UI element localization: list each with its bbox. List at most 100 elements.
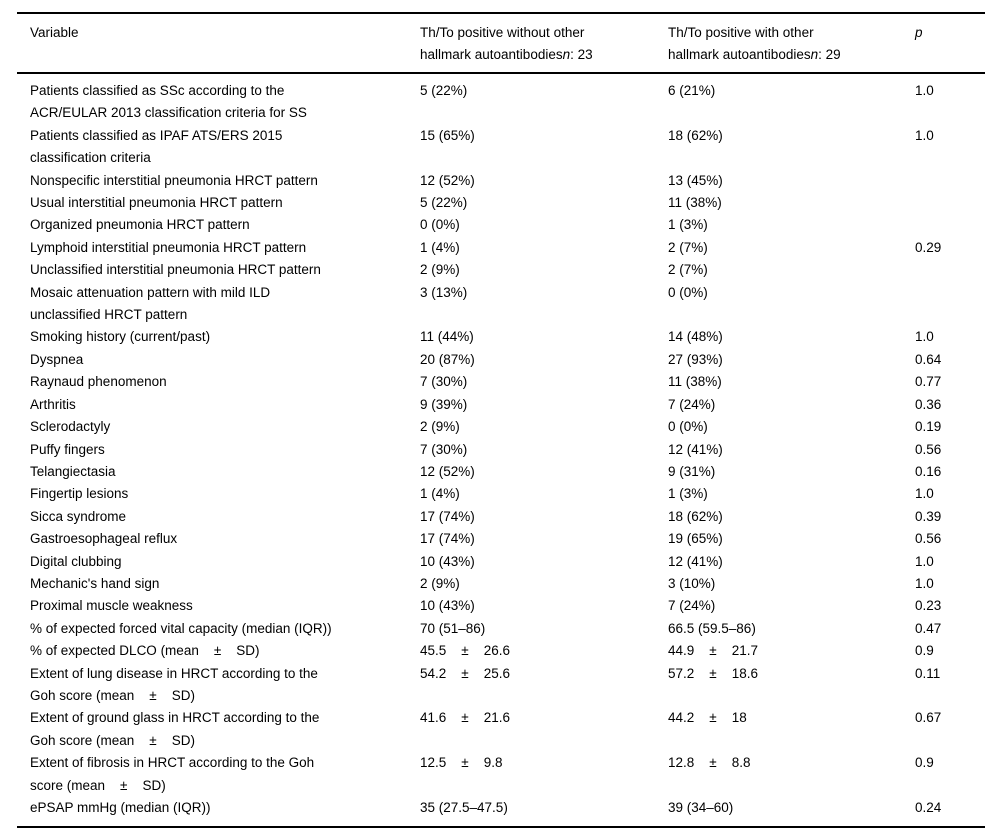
- header-group-with: Th/To positive with other hallmark autoan…: [668, 13, 915, 74]
- p-value-cell: 0.11: [915, 665, 941, 681]
- group1-value-cell: 41.6 ± 21.6: [420, 710, 510, 726]
- group1-value-cell: 3 (13%): [420, 284, 468, 300]
- group1-value-cell: 2 (9%): [420, 575, 460, 591]
- group1-value-cell: 0 (0%): [420, 217, 460, 233]
- variable-cell: Puffy fingers: [30, 441, 105, 457]
- table-header-row: Variable Th/To positive without other hal…: [17, 13, 985, 74]
- table-row: Raynaud phenomenon 7 (30%) 11 (38%) 0.77: [17, 371, 985, 393]
- table-row: Gastroesophageal reflux 17 (74%) 19 (65%…: [17, 528, 985, 550]
- group1-value-cell: 12 (52%): [420, 463, 475, 479]
- n-symbol: n: [810, 47, 819, 62]
- group2-value-cell: 9 (31%): [668, 463, 716, 479]
- p-value-cell: 0.36: [915, 396, 942, 412]
- p-value-cell: 0.9: [915, 643, 934, 659]
- header-group-with-count: : 29: [818, 47, 841, 62]
- table-header: Variable Th/To positive without other hal…: [17, 13, 985, 74]
- p-value-cell: [915, 192, 985, 214]
- group1-value-cell: 5 (22%): [420, 195, 468, 211]
- group2-value-cell: 11 (38%): [668, 195, 722, 211]
- table-row: Patients classified as IPAF ATS/ERS 2015…: [17, 125, 985, 170]
- variable-cell: Mosaic attenuation pattern with mild ILD…: [30, 284, 271, 323]
- group1-value-cell: 1 (4%): [420, 239, 460, 255]
- group2-value-cell: 3 (10%): [668, 575, 716, 591]
- p-value-cell: 0.47: [915, 620, 942, 636]
- variable-cell: Sclerodactyly: [30, 419, 111, 435]
- variable-cell: Proximal muscle weakness: [30, 598, 193, 614]
- group2-value-cell: 57.2 ± 18.6: [668, 665, 758, 681]
- p-value-cell: 1.0: [915, 329, 934, 345]
- p-value-cell: 0.56: [915, 441, 942, 457]
- p-value-cell: 0.16: [915, 463, 942, 479]
- variable-cell: Arthritis: [30, 396, 76, 412]
- variable-cell: Gastroesophageal reflux: [30, 531, 178, 547]
- variable-cell: Digital clubbing: [30, 553, 122, 569]
- table-row: Extent of fibrosis in HRCT according to …: [17, 752, 985, 797]
- p-value-cell: 0.56: [915, 531, 942, 547]
- header-group-with-line1: Th/To positive with other: [668, 25, 814, 40]
- table-row: Digital clubbing 10 (43%) 12 (41%) 1.0: [17, 551, 985, 573]
- group1-value-cell: 10 (43%): [420, 598, 475, 614]
- p-value-cell: 1.0: [915, 127, 934, 143]
- group1-value-cell: 20 (87%): [420, 351, 475, 367]
- table-row: Patients classified as SSc according to …: [17, 73, 985, 125]
- variable-cell: Organized pneumonia HRCT pattern: [30, 217, 250, 233]
- group2-value-cell: 7 (24%): [668, 396, 716, 412]
- group1-value-cell: 17 (74%): [420, 508, 475, 524]
- group1-value-cell: 12.5 ± 9.8: [420, 755, 503, 771]
- group2-value-cell: 27 (93%): [668, 351, 723, 367]
- group1-value-cell: 15 (65%): [420, 127, 475, 143]
- variable-cell: ePSAP mmHg (median (IQR)): [30, 800, 211, 815]
- table-row: Arthritis 9 (39%) 7 (24%) 0.36: [17, 394, 985, 416]
- group2-value-cell: 19 (65%): [668, 531, 723, 547]
- table-row: Fingertip lesions 1 (4%) 1 (3%) 1.0: [17, 483, 985, 505]
- table-row: Mosaic attenuation pattern with mild ILD…: [17, 282, 985, 327]
- table-body: Patients classified as SSc according to …: [17, 73, 985, 827]
- variable-cell: Lymphoid interstitial pneumonia HRCT pat…: [30, 239, 307, 255]
- variable-cell: % of expected forced vital capacity (med…: [30, 620, 332, 636]
- group1-value-cell: 1 (4%): [420, 486, 460, 502]
- group1-value-cell: 5 (22%): [420, 83, 468, 98]
- table-row: Nonspecific interstitial pneumonia HRCT …: [17, 170, 985, 192]
- variable-cell: Smoking history (current/past): [30, 329, 211, 345]
- table-row: Telangiectasia 12 (52%) 9 (31%) 0.16: [17, 461, 985, 483]
- table-row: % of expected forced vital capacity (med…: [17, 618, 985, 640]
- group2-value-cell: 18 (62%): [668, 127, 723, 143]
- group1-value-cell: 7 (30%): [420, 441, 468, 457]
- table-row: Mechanic's hand sign 2 (9%) 3 (10%) 1.0: [17, 573, 985, 595]
- table-row: ePSAP mmHg (median (IQR)) 35 (27.5–47.5)…: [17, 797, 985, 827]
- group2-value-cell: 18 (62%): [668, 508, 723, 524]
- group2-value-cell: 11 (38%): [668, 374, 722, 390]
- p-value-cell: [915, 282, 985, 327]
- group2-value-cell: 6 (21%): [668, 83, 716, 98]
- group2-value-cell: 0 (0%): [668, 284, 708, 300]
- p-value-cell: 0.24: [915, 800, 942, 815]
- header-p-value: p: [915, 13, 985, 74]
- comparison-table-container: Variable Th/To positive without other hal…: [17, 12, 985, 829]
- group2-value-cell: 1 (3%): [668, 217, 708, 233]
- group2-value-cell: 7 (24%): [668, 598, 716, 614]
- group2-value-cell: 2 (7%): [668, 239, 708, 255]
- table-row: Lymphoid interstitial pneumonia HRCT pat…: [17, 237, 985, 259]
- group1-value-cell: 2 (9%): [420, 262, 460, 278]
- table-row: % of expected DLCO (mean ± SD) 45.5 ± 26…: [17, 640, 985, 662]
- p-value-cell: 0.64: [915, 351, 942, 367]
- p-value-cell: 0.39: [915, 508, 942, 524]
- p-value-cell: 1.0: [915, 83, 934, 98]
- group2-value-cell: 12 (41%): [668, 441, 723, 457]
- group1-value-cell: 7 (30%): [420, 374, 468, 390]
- p-value-cell: 1.0: [915, 575, 934, 591]
- table-row: Smoking history (current/past) 11 (44%) …: [17, 326, 985, 348]
- variable-cell: Raynaud phenomenon: [30, 374, 167, 390]
- p-value-cell: 1.0: [915, 553, 934, 569]
- p-value-cell: 0.23: [915, 598, 942, 614]
- group2-value-cell: 1 (3%): [668, 486, 708, 502]
- table-row: Unclassified interstitial pneumonia HRCT…: [17, 259, 985, 281]
- header-group-without-count: : 23: [570, 47, 593, 62]
- group2-value-cell: 14 (48%): [668, 329, 723, 345]
- p-value-cell: 0.29: [915, 239, 942, 255]
- table-row: Sicca syndrome 17 (74%) 18 (62%) 0.39: [17, 506, 985, 528]
- group1-value-cell: 2 (9%): [420, 419, 460, 435]
- group2-value-cell: 0 (0%): [668, 419, 708, 435]
- group2-value-cell: 44.9 ± 21.7: [668, 643, 758, 659]
- variable-cell: Extent of ground glass in HRCT according…: [30, 710, 320, 748]
